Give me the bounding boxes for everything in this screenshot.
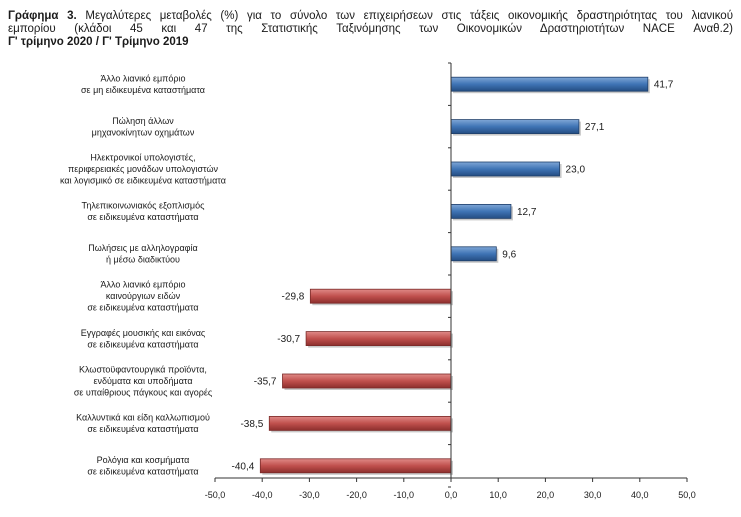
data-label: 27,1 (585, 122, 605, 133)
title-text-1: Μεγαλύτερες μεταβολές (%) για το σύνολο … (85, 10, 733, 22)
bar (450, 161, 560, 177)
category-label-line: ή μέσω διαδικτύου (106, 255, 180, 265)
x-tick-label: 10,0 (489, 490, 507, 500)
category-label-line: μηχανοκίνητων οχημάτων (92, 127, 195, 137)
bar (309, 288, 452, 304)
category-label-line: σε μη ειδικευμένα καταστήματα (81, 85, 205, 95)
category-label-line: περιφερειακές μονάδων υπολογιστών (68, 164, 219, 174)
category-label: Καλλυντικά και είδη καλλωπισμού σε ειδικε… (76, 413, 210, 435)
category-label: Εγγραφές μουσικής και εικόνας σε ειδικευμ… (81, 328, 206, 350)
category-label-line: καινούργιων ειδών (106, 291, 181, 301)
category-label-line: σε υπαίθριους πάγκους και αγορές (74, 388, 213, 398)
bar (259, 458, 452, 474)
x-tick-label: 30,0 (584, 490, 602, 500)
x-tick-label: -30,0 (299, 490, 320, 500)
category-label-line: Πωλήσεις με αλληλογραφία (88, 243, 197, 253)
title-line-1: Γράφημα 3. Μεγαλύτερες μεταβολές (%) για… (8, 10, 733, 23)
x-tick-label: -40,0 (252, 490, 273, 500)
data-label: 12,7 (517, 207, 537, 218)
bar (282, 373, 452, 389)
bar (450, 119, 580, 134)
category-label-line: Πώληση άλλων (112, 116, 174, 126)
x-tick-label: 50,0 (678, 490, 696, 500)
category-label-line: Ρολόγια και κοσμήματα (97, 455, 190, 465)
x-tick-label: 20,0 (537, 490, 555, 500)
category-label-line: σε ειδικευμένα καταστήματα (87, 339, 198, 349)
data-label: 23,0 (566, 165, 586, 176)
category-label: Άλλο λιανικό εμπόριο σε μη ειδικευμένα κα… (81, 73, 205, 95)
data-label: -29,8 (282, 292, 305, 303)
x-tick-label: -10,0 (394, 490, 415, 500)
title-line-3: Γ' τρίμηνο 2020 / Γ' Τρίμηνο 2019 (8, 36, 189, 48)
data-label: -35,7 (254, 377, 277, 388)
category-label-line: Άλλο λιανικό εμπόριο (100, 73, 185, 83)
category-label-line: Τηλεπικοινωνιακός εξοπλισμός (82, 201, 206, 211)
category-label: Ηλεκτρονικοί υπολογιστές, περιφερειακές μ… (60, 153, 226, 186)
category-label-line: σε ειδικευμένα καταστήματα (87, 303, 198, 313)
category-label: Ρολόγια και κοσμήματα σε ειδικευμένα κατα… (87, 455, 198, 477)
data-label: -30,7 (277, 334, 300, 345)
chart-title: Γράφημα 3. Μεγαλύτερες μεταβολές (%) για… (8, 10, 733, 49)
category-label: Πωλήσεις με αλληλογραφία ή μέσω διαδικτύο… (88, 243, 197, 264)
x-tick-label: -50,0 (205, 490, 226, 500)
data-label: -38,5 (240, 419, 263, 430)
category-label: Πώληση άλλων μηχανοκίνητων οχημάτων (92, 116, 195, 138)
category-label-line: Κλωστοϋφαντουργικά προϊόντα, (79, 365, 207, 375)
category-label-line: Εγγραφές μουσικής και εικόνας (81, 328, 206, 338)
data-label: 9,6 (502, 249, 516, 260)
figure-label: Γράφημα 3. (8, 10, 77, 22)
category-label: Κλωστοϋφαντουργικά προϊόντα, ενδύματα και… (74, 365, 213, 398)
category-label-line: Καλλυντικά και είδη καλλωπισμού (76, 413, 210, 423)
bar (268, 415, 452, 431)
category-label-line: σε ειδικευμένα καταστήματα (87, 424, 198, 434)
category-label: Άλλο λιανικό εμπόριο καινούργιων ειδών σε … (87, 280, 198, 313)
bar (450, 246, 497, 262)
x-tick-label: 40,0 (631, 490, 649, 500)
data-label: 41,7 (654, 80, 674, 91)
bar (305, 331, 452, 347)
category-label-line: ενδύματα και υποδήματα (93, 376, 192, 386)
data-label: -40,4 (232, 461, 255, 472)
category-label-line: Ηλεκτρονικοί υπολογιστές, (90, 153, 195, 163)
title-line-2: εμπορίου (κλάδοι 45 και 47 της Στατιστικ… (8, 23, 733, 35)
category-label-line: και λογισμικό σε ειδικευμένα καταστήματα (60, 176, 226, 186)
x-tick-label: 0,0 (445, 490, 458, 500)
category-label-line: σε ειδικευμένα καταστήματα (87, 212, 198, 222)
bar (450, 76, 649, 92)
bar (450, 203, 512, 219)
category-label-line: Άλλο λιανικό εμπόριο (100, 280, 185, 290)
category-label-line: σε ειδικευμένα καταστήματα (87, 467, 198, 477)
category-label: Τηλεπικοινωνιακός εξοπλισμός σε ειδικευμέ… (82, 201, 206, 223)
x-tick-label: -20,0 (346, 490, 367, 500)
